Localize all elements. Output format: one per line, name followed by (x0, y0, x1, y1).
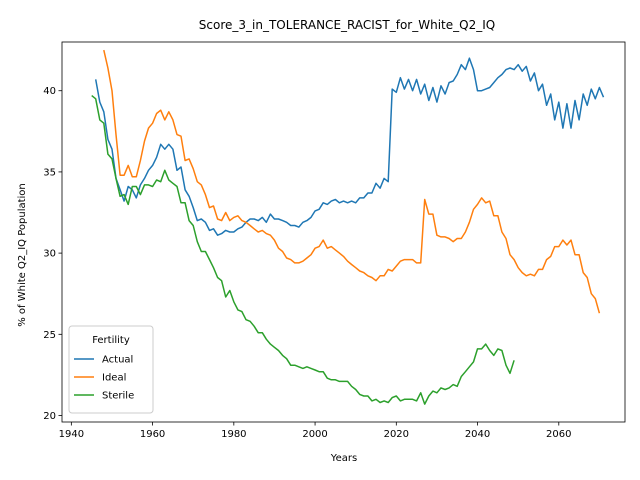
legend-label-ideal: Ideal (102, 373, 126, 384)
y-tick-label: 30 (43, 249, 56, 260)
y-axis: 20 25 30 35 40 (43, 86, 62, 422)
x-axis: 1940 1960 1980 2000 2020 2040 2060 (59, 422, 572, 440)
y-tick-label: 25 (43, 330, 56, 341)
series-line-sterile (91, 95, 515, 405)
plot-frame (61, 41, 626, 423)
x-tick-label: 1940 (59, 429, 84, 440)
x-tick-label: 2000 (302, 429, 327, 440)
plot-area (61, 41, 626, 423)
legend-entries: Actual Ideal Sterile (74, 355, 134, 402)
series-line-actual (94, 57, 605, 236)
legend-label-actual: Actual (102, 355, 133, 366)
legend-box (68, 325, 154, 414)
chart-title: Score_3_in_TOLERANCE_RACIST_for_White_Q2… (199, 18, 495, 32)
legend-label-sterile: Sterile (102, 391, 134, 402)
x-tick-label: 1980 (221, 429, 246, 440)
y-axis-label: % of White Q2_IQ Population (17, 183, 28, 327)
legend-title: Fertility (92, 335, 130, 346)
x-tick-label: 2040 (465, 429, 490, 440)
legend: Fertility Actual Ideal Sterile (68, 325, 154, 414)
y-tick-label: 20 (43, 411, 56, 422)
series-line-ideal (103, 49, 601, 314)
series-layer (91, 49, 605, 405)
x-axis-label: Years (330, 453, 357, 464)
x-tick-label: 2060 (546, 429, 571, 440)
x-tick-label: 1960 (140, 429, 165, 440)
x-tick-label: 2020 (384, 429, 409, 440)
y-tick-label: 35 (43, 167, 56, 178)
y-tick-label: 40 (43, 86, 56, 97)
plot-background (62, 42, 625, 422)
